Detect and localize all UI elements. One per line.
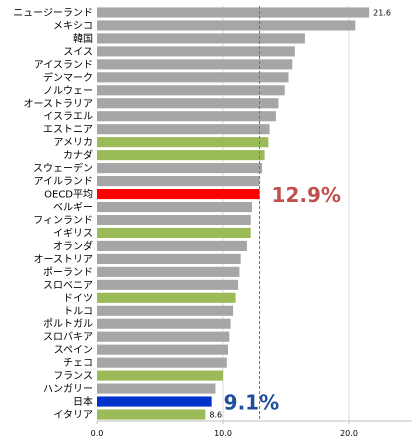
- category-label: スペイン: [54, 345, 93, 356]
- bar: [97, 370, 223, 381]
- category-label: フィンランド: [33, 214, 93, 226]
- category-label: 日本: [73, 395, 93, 408]
- japan-callout: 9.1%: [224, 391, 279, 415]
- bar: [97, 318, 231, 329]
- bar: [97, 188, 260, 200]
- category-label: イギリス: [53, 227, 93, 239]
- bar: [97, 266, 240, 277]
- category-label: スロベニア: [43, 279, 93, 291]
- category-label: アイスランド: [34, 59, 93, 71]
- category-label: スイス: [63, 47, 93, 58]
- bar: [97, 409, 206, 420]
- bar: [97, 279, 239, 290]
- bar: [97, 357, 227, 368]
- category-label: ノルウェー: [43, 85, 93, 97]
- category-label: トルコ: [63, 306, 93, 317]
- bars: [97, 7, 370, 420]
- bar: [97, 383, 216, 394]
- category-label: スロバキア: [43, 331, 93, 343]
- category-label: 韓国: [73, 33, 93, 45]
- bar: [97, 85, 285, 96]
- bar: [97, 163, 263, 174]
- category-label: カナダ: [63, 149, 93, 162]
- category-label: オーストラリア: [24, 98, 94, 110]
- x-tick-label: 20.0: [340, 429, 358, 438]
- category-label: ハンガリー: [43, 383, 93, 395]
- bar: [97, 59, 293, 70]
- x-tick-label: 0.0: [91, 429, 104, 438]
- category-label: ドイツ: [63, 293, 93, 304]
- bar: [97, 396, 212, 407]
- category-label: イタリア: [53, 409, 93, 421]
- category-labels: ニュージーランドメキシコ韓国スイスアイスランドデンマークノルウェーオーストラリア…: [13, 7, 391, 421]
- data-label: 21.6: [373, 8, 391, 17]
- bar: [97, 33, 305, 44]
- category-label: オランダ: [53, 239, 93, 252]
- bar: [97, 46, 295, 57]
- bar: [97, 124, 270, 135]
- bar: [97, 20, 356, 31]
- bar: [97, 227, 251, 239]
- bar: [97, 150, 265, 161]
- bar: [97, 201, 252, 213]
- bar: [97, 98, 279, 109]
- bar: [97, 214, 251, 226]
- x-tick-label: 10.0: [214, 429, 232, 438]
- category-label: ポーランド: [43, 266, 93, 278]
- category-label: エストニア: [43, 125, 93, 136]
- category-label: イスラエル: [43, 111, 93, 123]
- bar: [97, 72, 289, 83]
- category-label: フランス: [53, 370, 93, 382]
- bar: [97, 137, 269, 148]
- bar: [97, 240, 247, 251]
- bar: [97, 292, 236, 303]
- bar: [97, 305, 234, 316]
- category-label: デンマーク: [43, 71, 93, 84]
- bar: [97, 176, 260, 187]
- bar: [97, 344, 229, 355]
- category-label: スウェーデン: [33, 162, 93, 175]
- category-label: OECD平均: [44, 189, 93, 201]
- category-label: チェコ: [63, 357, 93, 369]
- category-label: アメリカ: [54, 137, 94, 149]
- category-label: オーストリア: [34, 253, 94, 265]
- category-label: メキシコ: [53, 21, 93, 32]
- oecd-average-callout: 12.9%: [272, 183, 341, 207]
- bar: [97, 331, 230, 342]
- x-axis: 0.0 10.0 20.0: [91, 420, 412, 438]
- category-label: ポルトガル: [43, 318, 93, 330]
- category-label: アイルランド: [34, 176, 94, 188]
- category-label: ニュージーランド: [13, 7, 93, 19]
- category-label: ベルギー: [53, 202, 93, 214]
- bar: [97, 7, 370, 18]
- callouts: 12.9% 9.1%: [224, 183, 341, 415]
- data-label: 8.6: [209, 411, 222, 420]
- bar: [97, 253, 241, 264]
- bar: [97, 111, 276, 122]
